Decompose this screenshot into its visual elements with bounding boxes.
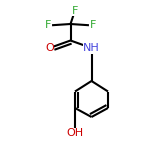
Text: F: F — [72, 6, 78, 15]
Text: F: F — [90, 21, 96, 30]
Text: O: O — [45, 43, 54, 53]
Text: F: F — [45, 21, 51, 30]
Text: NH: NH — [83, 43, 100, 53]
Text: OH: OH — [66, 129, 84, 138]
